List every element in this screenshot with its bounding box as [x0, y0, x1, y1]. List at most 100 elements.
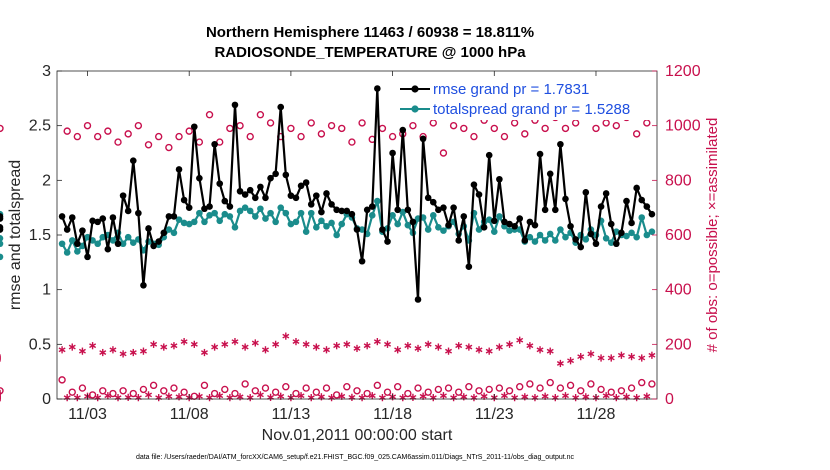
- rmse-point: [201, 205, 208, 213]
- totalspread-point: [536, 231, 544, 239]
- totalspread-point: [623, 232, 630, 240]
- rmse-point: [374, 85, 381, 92]
- obs-possible-point: [470, 132, 478, 141]
- totalspread-point: [124, 233, 132, 241]
- rmse-point: [74, 240, 81, 248]
- rmse-point: [262, 194, 269, 202]
- obs-assimilated-point: [333, 342, 341, 350]
- rmse-point: [429, 198, 437, 206]
- obs-possible-point: [571, 119, 580, 127]
- rmse-point: [567, 222, 574, 230]
- obs-possible-point: [546, 378, 554, 387]
- rmse-point: [358, 257, 366, 265]
- obs-possible-point: [638, 378, 646, 387]
- totalspread-point: [58, 240, 66, 248]
- obs-possible-point: [358, 119, 366, 127]
- totalspread-point: [246, 207, 254, 215]
- obs-possible-point: [241, 380, 249, 388]
- chart-subtitle: RADIOSONDE_TEMPERATURE @ 1000 hPa: [214, 44, 526, 61]
- obs-assimilated-point: [246, 394, 254, 402]
- totalspread-point: [175, 216, 183, 223]
- rmse-point: [419, 135, 427, 143]
- rmse-point: [363, 206, 371, 214]
- obs-possible-point: [282, 383, 290, 391]
- totalspread-point: [435, 224, 442, 231]
- obs-assimilated-point: [546, 347, 554, 355]
- totalspread-point: [374, 197, 381, 205]
- obs-possible-point: [475, 387, 483, 395]
- rmse-point: [394, 206, 401, 214]
- totalspread-point: [643, 231, 651, 239]
- totalspread-point: [490, 228, 498, 236]
- obs-assimilated-point: [633, 394, 641, 402]
- obs-possible-point: [454, 388, 463, 396]
- obs-assimilated-point: [424, 340, 432, 348]
- obs-assimilated-point: [531, 394, 539, 402]
- totalspread-point: [99, 233, 107, 241]
- y-tick-label: 0.5: [29, 336, 51, 353]
- rmse-point: [409, 218, 417, 226]
- obs-assimilated-point: [648, 351, 656, 359]
- totalspread-point: [180, 219, 188, 227]
- obs-possible-point: [185, 127, 193, 135]
- obs-assimilated-point: [160, 343, 168, 351]
- obs-possible-point: [73, 132, 82, 141]
- rmse-point: [496, 175, 503, 183]
- rmse-point: [155, 238, 162, 245]
- rmse-point: [562, 195, 569, 203]
- totalspread-point: [531, 238, 539, 245]
- totalspread-point: [638, 214, 646, 221]
- rmse-point: [129, 157, 137, 164]
- obs-assimilated-point: [297, 392, 305, 400]
- totalspread-point: [74, 248, 81, 255]
- y-axis-label: rmse and totalspread: [7, 160, 24, 310]
- totalspread-point: [267, 209, 274, 217]
- rmse-point: [379, 226, 386, 233]
- rmse-point: [211, 140, 218, 148]
- totalspread-point: [628, 229, 635, 237]
- obs-assimilated-point: [78, 347, 86, 355]
- x-axis-label: Nov.01,2011 00:00:00 start: [262, 427, 453, 444]
- y-tick-label: 1.5: [29, 227, 51, 244]
- totalspread-point: [262, 215, 269, 222]
- obs-assimilated-point: [267, 393, 275, 401]
- rmse-point: [216, 180, 224, 187]
- totalspread-point: [257, 205, 264, 213]
- obs-assimilated-point: [485, 347, 493, 355]
- obs-possible-point: [271, 388, 280, 396]
- obs-assimilated-point: [145, 391, 153, 399]
- obs-possible-point: [0, 387, 4, 395]
- obs-assimilated-point: [190, 340, 198, 348]
- obs-possible-point: [317, 130, 326, 138]
- totalspread-point: [526, 233, 534, 241]
- chart-title: Northern Hemisphere 11463 / 60938 = 18.8…: [206, 24, 534, 41]
- obs-possible-point: [516, 383, 524, 391]
- rmse-point: [0, 226, 4, 233]
- totalspread-point: [318, 217, 325, 225]
- obs-possible-point: [210, 389, 219, 398]
- y2-tick-label: 1200: [665, 63, 701, 80]
- obs-assimilated-point: [404, 342, 412, 350]
- y2-tick-label: 800: [665, 172, 692, 189]
- obs-assimilated-point: [414, 344, 422, 353]
- legend-rmse-marker: [411, 85, 419, 93]
- obs-assimilated-point: [556, 359, 564, 368]
- obs-possible-point: [129, 389, 137, 398]
- rmse-point: [602, 190, 610, 197]
- obs-possible-point: [287, 124, 295, 133]
- totalspread-point: [282, 209, 290, 217]
- obs-assimilated-point: [409, 393, 417, 401]
- obs-possible-point: [114, 138, 122, 146]
- obs-assimilated-point: [155, 394, 163, 402]
- totalspread-point: [394, 220, 401, 228]
- rmse-point: [272, 170, 279, 178]
- obs-possible-point: [266, 119, 275, 127]
- y-tick-label: 1: [42, 282, 51, 299]
- obs-possible-point: [485, 385, 493, 394]
- totalspread-point: [252, 213, 259, 220]
- series-layer: [0, 85, 656, 402]
- totalspread-point: [338, 220, 346, 228]
- x-tick-label: 11/13: [271, 406, 310, 423]
- obs-possible-point: [526, 380, 534, 388]
- obs-assimilated-point: [551, 394, 559, 402]
